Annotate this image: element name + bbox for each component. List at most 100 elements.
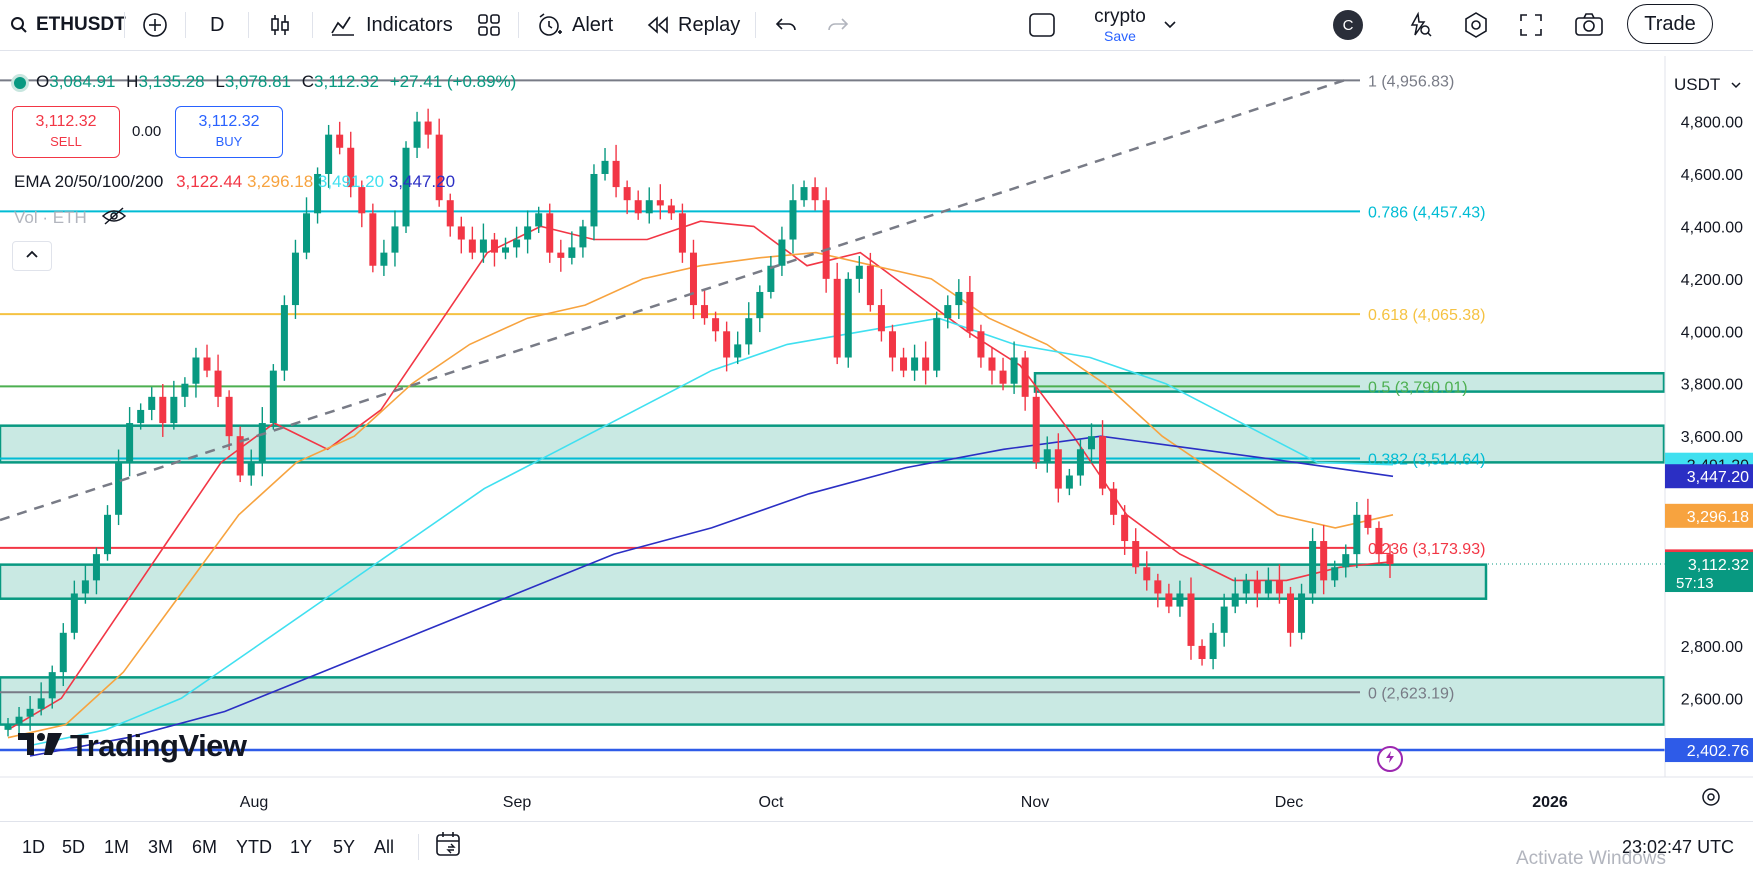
candle-body: [988, 357, 996, 371]
settings-button[interactable]: [1462, 0, 1490, 50]
undo-button[interactable]: [774, 0, 798, 50]
candle-body: [1342, 554, 1350, 568]
candle-body: [148, 396, 156, 410]
ema200-value: 3,447.20: [388, 172, 456, 191]
range-button-1m[interactable]: 1M: [104, 837, 130, 857]
lightning-search-icon: [1406, 11, 1434, 39]
range-button-1y[interactable]: 1Y: [290, 837, 313, 857]
quick-search-button[interactable]: [1406, 0, 1434, 50]
candle-body: [280, 305, 288, 371]
rewind-icon: [646, 15, 670, 35]
replay-button[interactable]: Replay: [646, 0, 740, 50]
zone-box: [0, 563, 1488, 600]
currency-selector[interactable]: USDT: [1664, 70, 1753, 100]
candle-body: [391, 226, 399, 253]
ema-line: [7, 251, 1394, 739]
candle-body: [1375, 527, 1383, 555]
countdown-label: 57:13: [1676, 575, 1714, 592]
time-tick-label: Nov: [1021, 794, 1049, 811]
square-icon: [1028, 12, 1056, 38]
candle-body: [1021, 357, 1029, 397]
candle-body: [314, 173, 322, 214]
time-axis-settings[interactable]: [1700, 786, 1722, 813]
candle-body: [756, 291, 764, 319]
calendar-icon: [434, 831, 464, 864]
candle-body: [225, 396, 233, 437]
compare-button[interactable]: [142, 0, 168, 50]
chevron-up-icon: [24, 247, 40, 265]
candle-body: [1043, 449, 1051, 463]
candle-body: [778, 239, 786, 266]
alert-button[interactable]: Alert: [536, 0, 613, 50]
layout-name-button[interactable]: crypto Save: [1078, 6, 1162, 46]
interval-button[interactable]: D: [210, 0, 224, 50]
candle-body: [789, 200, 797, 240]
collapse-legend-button[interactable]: [12, 241, 52, 271]
fullscreen-button[interactable]: [1518, 0, 1544, 50]
high-label: H: [126, 72, 139, 91]
avatar[interactable]: C: [1333, 10, 1363, 40]
candle-body: [601, 160, 609, 174]
redo-button[interactable]: [826, 0, 850, 50]
candle-body: [546, 213, 554, 253]
candle-body: [568, 247, 576, 258]
spread-value: 0.00: [132, 123, 162, 140]
clock[interactable]: 23:02:47 UTC: [1622, 837, 1735, 857]
price-tag-label: 3,447.20: [1687, 469, 1749, 486]
layout-menu-button[interactable]: [1162, 0, 1178, 50]
snapshot-button[interactable]: [1574, 0, 1604, 50]
goto-date-button[interactable]: [434, 822, 464, 873]
tradingview-logo-icon: [18, 731, 64, 762]
sell-button[interactable]: 3,112.32 SELL: [12, 106, 120, 158]
candle-body: [745, 318, 753, 345]
candle-body: [911, 357, 919, 371]
volume-legend[interactable]: Vol · ETH: [14, 207, 127, 230]
symbol-search[interactable]: ETHUSDT: [10, 0, 126, 50]
price-tick-label: 3,800.00: [1681, 377, 1743, 394]
fullscreen-icon: [1518, 12, 1544, 38]
eye-off-icon: [101, 207, 127, 230]
candle-body: [623, 187, 631, 201]
candle-body: [1253, 580, 1261, 594]
range-button-all[interactable]: All: [374, 837, 395, 857]
fib-label: 0.382 (3,514.64): [1368, 452, 1485, 469]
range-button-5y[interactable]: 5Y: [333, 837, 356, 857]
price-tag-label: 3,112.32: [1688, 557, 1749, 574]
trade-button[interactable]: Trade: [1627, 4, 1713, 44]
fib-label: 0 (2,623.19): [1368, 685, 1454, 702]
chart-type-button[interactable]: [268, 0, 292, 50]
range-button-5d[interactable]: 5D: [62, 837, 86, 857]
range-button-ytd[interactable]: YTD: [236, 837, 272, 857]
sell-label: SELL: [50, 134, 82, 149]
range-button-3m[interactable]: 3M: [148, 837, 174, 857]
candle-body: [645, 200, 653, 214]
camera-icon: [1574, 12, 1604, 38]
buy-label: BUY: [215, 134, 243, 149]
time-tick-label: Sep: [503, 794, 532, 811]
candle-body: [1010, 357, 1018, 384]
range-button-6m[interactable]: 6M: [192, 837, 218, 857]
ema-legend[interactable]: EMA 20/50/100/200 3,122.44 3,296.18 3,49…: [14, 172, 455, 192]
candle-body: [723, 331, 731, 358]
templates-button[interactable]: [476, 0, 502, 50]
indicators-button[interactable]: Indicators: [330, 0, 453, 50]
range-button-1d[interactable]: 1D: [22, 837, 46, 857]
buy-price: 3,112.32: [198, 113, 260, 130]
candle-body: [955, 291, 963, 306]
layout-toggle[interactable]: [1028, 0, 1056, 50]
zone-box: [0, 424, 1666, 464]
candle-body: [126, 423, 134, 463]
layout-name: crypto: [1094, 6, 1146, 27]
candle-body: [192, 357, 200, 384]
candle-body: [1286, 593, 1294, 633]
candle-body: [424, 121, 432, 135]
event-badge[interactable]: [1377, 746, 1403, 772]
fib-label: 0.618 (4,065.38): [1368, 307, 1485, 324]
buy-button[interactable]: 3,112.32 BUY: [175, 106, 283, 158]
candle-body: [1320, 541, 1328, 581]
divider: [518, 12, 519, 38]
candle-body: [457, 226, 465, 240]
candle-body: [833, 278, 841, 358]
price-tick-label: 4,400.00: [1681, 219, 1743, 236]
price-tag: [1665, 552, 1753, 593]
